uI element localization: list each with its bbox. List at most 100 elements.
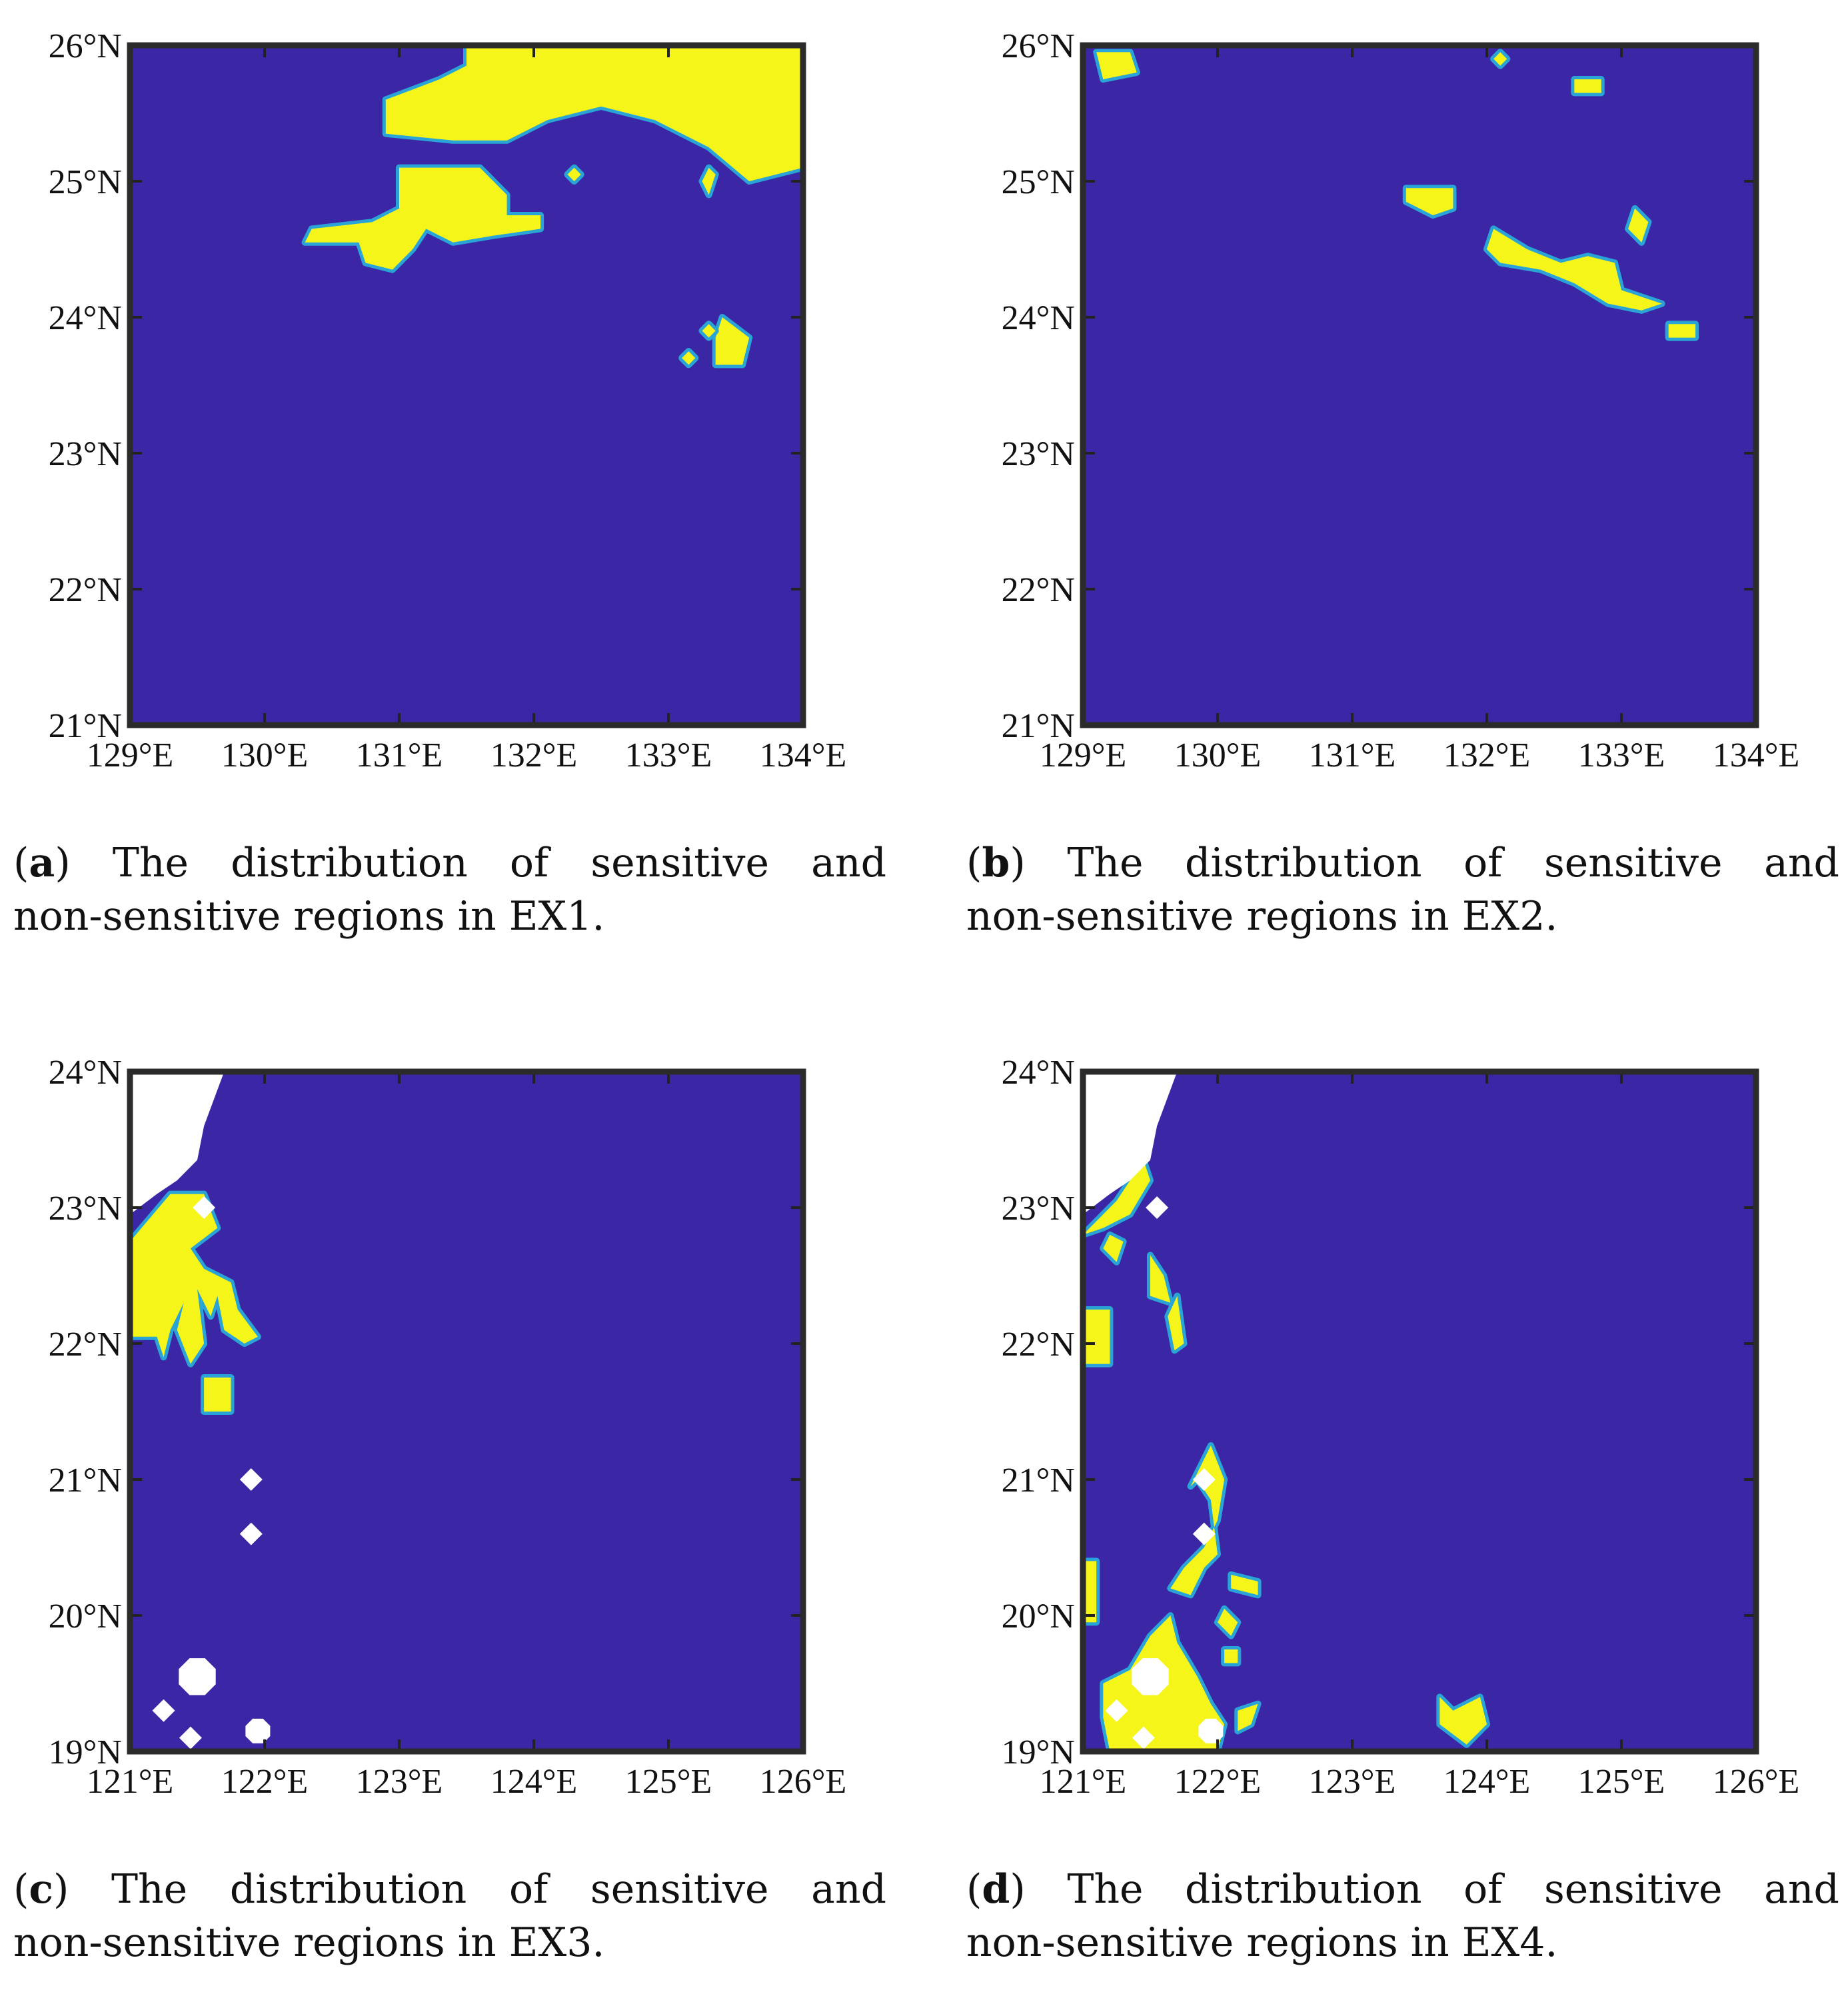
- map-panel-b: 129°E 130°E 131°E 132°E 133°E 134°E 21°N 22°N 23…: [1002, 27, 1800, 774]
- y-tick-label: 22°N: [49, 1326, 122, 1364]
- x-tick-label: 133°E: [625, 736, 712, 774]
- land-region: [1083, 1072, 1178, 1215]
- y-tick-label: 24°N: [49, 299, 122, 337]
- panel-b: 129°E 130°E 131°E 132°E 133°E 134°E 21°N 22°N 23…: [953, 0, 1848, 990]
- y-tick-label: 20°N: [49, 1597, 122, 1635]
- sensitive-region: [1228, 1571, 1262, 1599]
- station-marker: [239, 1522, 263, 1545]
- x-tick-label: 124°E: [490, 1763, 578, 1801]
- non-sensitive-background: [130, 1072, 803, 1751]
- station-marker: [152, 1699, 175, 1722]
- panel-d: 121°E 122°E 123°E 124°E 125°E 126°E 19°N 20°N 21…: [953, 1026, 1848, 2016]
- x-tick-label: 129°E: [1040, 736, 1127, 774]
- caption-tag: (d): [966, 1866, 1026, 1913]
- non-sensitive-background: [1083, 1072, 1756, 1751]
- caption-word: sensitive: [590, 1866, 769, 1913]
- x-tick-label: 124°E: [1443, 1763, 1531, 1801]
- sensitive-region: [1214, 1605, 1242, 1639]
- sensitive-region: [698, 164, 719, 199]
- x-tick-label: 132°E: [1443, 736, 1531, 774]
- y-tick-label: 24°N: [1002, 299, 1075, 337]
- caption-word: and: [1764, 1866, 1839, 1913]
- x-tick-label: 125°E: [1578, 1763, 1665, 1801]
- caption-word: sensitive: [1543, 840, 1723, 886]
- sensitive-region: [1625, 205, 1652, 246]
- caption-word: The: [1067, 1866, 1144, 1913]
- caption-c: (c) The distribution of sensitive and no…: [13, 1863, 886, 1969]
- y-tick-label: 24°N: [49, 1054, 122, 1092]
- x-tick-label: 134°E: [760, 736, 847, 774]
- sensitive-region: [1093, 49, 1140, 83]
- sensitive-region: [1436, 1693, 1490, 1748]
- plot-frame: [127, 1068, 806, 1755]
- y-tick-label: 19°N: [49, 1733, 122, 1771]
- caption-word: and: [1764, 840, 1839, 886]
- y-tick-label: 25°N: [49, 163, 122, 201]
- y-tick-label: 23°N: [1002, 435, 1075, 473]
- x-tick-label: 126°E: [760, 1763, 847, 1801]
- caption-word: of: [509, 840, 549, 886]
- land-region: [130, 1072, 225, 1215]
- y-tick-label: 20°N: [1002, 1597, 1075, 1635]
- caption-d: (d) The distribution of sensitive and no…: [966, 1863, 1839, 1969]
- x-tick-label: 130°E: [221, 736, 309, 774]
- caption-word: distribution: [1185, 1866, 1422, 1913]
- y-tick-label: 23°N: [1002, 1190, 1075, 1228]
- caption-line2: non-sensitive regions in EX3.: [13, 1919, 605, 1966]
- caption-word: distribution: [231, 840, 468, 886]
- x-tick-label: 129°E: [87, 736, 174, 774]
- station-marker: [239, 1468, 263, 1491]
- caption-line2: non-sensitive regions in EX4.: [966, 1919, 1558, 1966]
- caption-line2: non-sensitive regions in EX1.: [13, 893, 605, 940]
- x-tick-label: 134°E: [1713, 736, 1800, 774]
- caption-word: and: [811, 840, 886, 886]
- sensitive-region: [201, 1374, 235, 1415]
- sensitive-region: [678, 348, 699, 369]
- x-tick-label: 123°E: [1309, 1763, 1396, 1801]
- sensitive-region: [1571, 76, 1605, 97]
- plot-frame: [1080, 42, 1759, 728]
- x-tick-label: 125°E: [625, 1763, 712, 1801]
- sensitive-region: [301, 164, 544, 273]
- y-tick-label: 21°N: [49, 707, 122, 745]
- sensitive-region: [1083, 1557, 1100, 1626]
- y-tick-label: 26°N: [1002, 27, 1075, 65]
- sensitive-region: [1083, 1306, 1114, 1368]
- y-tick-label: 23°N: [49, 1190, 122, 1228]
- caption-word: The: [1067, 840, 1144, 886]
- x-tick-label: 132°E: [490, 736, 578, 774]
- y-tick-label: 21°N: [49, 1462, 122, 1500]
- caption-word: The: [112, 840, 189, 886]
- x-tick-label: 123°E: [356, 1763, 443, 1801]
- panel-c: 121°E 122°E 123°E 124°E 125°E 126°E 19°N 20°N 21…: [0, 1026, 924, 2016]
- station-marker: [1146, 1196, 1169, 1219]
- x-tick-label: 126°E: [1713, 1763, 1800, 1801]
- x-tick-label: 122°E: [221, 1763, 309, 1801]
- caption-word: distribution: [1185, 840, 1422, 886]
- x-tick-label: 133°E: [1578, 736, 1665, 774]
- sensitive-region: [1083, 1156, 1154, 1238]
- caption-word: and: [811, 1866, 886, 1913]
- station-marker: [1198, 1718, 1224, 1743]
- x-tick-label: 131°E: [1309, 736, 1396, 774]
- y-tick-label: 22°N: [49, 571, 122, 609]
- y-tick-label: 24°N: [1002, 1054, 1075, 1092]
- caption-word: The: [111, 1866, 188, 1913]
- caption-tag: (c): [13, 1866, 69, 1913]
- station-marker: [193, 1196, 216, 1219]
- station-marker: [179, 1658, 216, 1695]
- sensitive-region: [1665, 321, 1699, 341]
- sensitive-region: [1483, 225, 1665, 314]
- x-tick-label: 121°E: [1040, 1763, 1127, 1801]
- y-tick-label: 21°N: [1002, 1462, 1075, 1500]
- sensitive-region: [564, 164, 584, 185]
- non-sensitive-background: [1083, 45, 1756, 725]
- station-marker: [1105, 1699, 1128, 1722]
- sensitive-region: [130, 1190, 261, 1368]
- station-marker: [245, 1718, 271, 1743]
- non-sensitive-background: [130, 45, 803, 725]
- caption-word: of: [1463, 1866, 1503, 1913]
- y-tick-label: 22°N: [1002, 1326, 1075, 1364]
- caption-tag: (a): [13, 840, 71, 886]
- station-marker: [1132, 1726, 1155, 1749]
